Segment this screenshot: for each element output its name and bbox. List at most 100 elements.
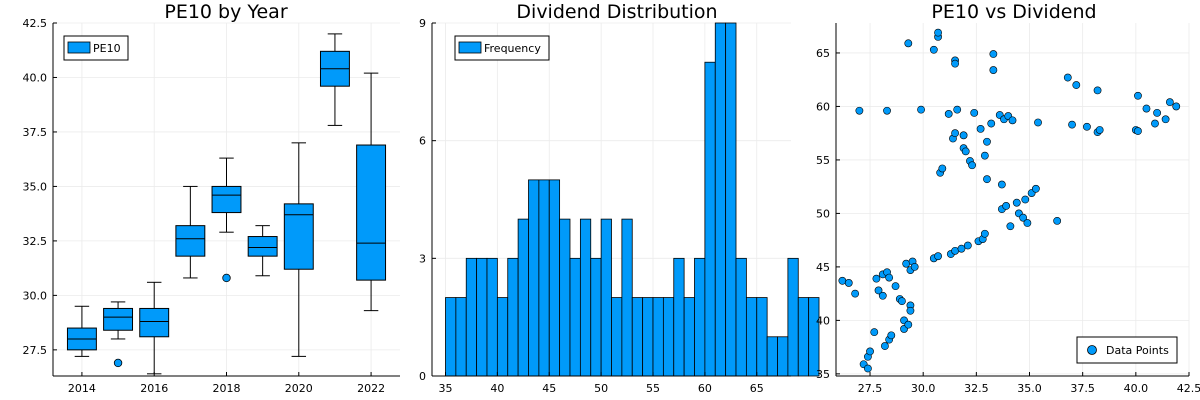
scatter-point [891,282,900,291]
scatter-point [968,161,976,170]
scatter-point [951,59,959,68]
x-tick-label: 32.5 [964,382,989,395]
y-tick-label: 3 [419,252,426,265]
x-tick-label: 2020 [285,382,313,395]
scatter-point [1151,119,1159,128]
scatter-point [980,229,989,238]
scatter-point [1083,122,1091,131]
x-tick-label: 2014 [68,382,96,395]
scatter-point [1002,202,1011,210]
scatter-point [989,66,998,74]
histogram-bar [652,297,664,377]
histogram-bar [590,257,602,377]
scatter-point [951,129,959,138]
histogram-bar [611,297,623,377]
legend-swatch [67,41,91,54]
iqr-box [139,307,170,338]
scatter-point [898,297,906,306]
iqr-box [283,203,314,270]
chart-title: Dividend Distribution [516,1,717,23]
histogram-bar [631,297,644,377]
scatter-point [1072,81,1081,89]
scatter-point [961,147,970,156]
scatter-point [1019,213,1028,222]
x-tick-label: 27.5 [858,382,883,395]
histogram-bar [797,297,810,377]
scatter-point [1142,104,1151,113]
iqr-box [356,144,387,281]
scatter-point [980,151,989,160]
y-tick-label: 32.5 [23,235,48,248]
scatter-point [959,131,968,140]
iqr-box [211,185,242,214]
scatter-point [1172,102,1181,111]
legend-label: Data Points [1106,344,1169,357]
scatter-point [970,108,979,117]
scatter-point [1031,184,1040,193]
histogram-bar [548,179,561,377]
scatter-point [863,364,872,373]
scatter-point [910,262,919,271]
scatter-point [844,279,853,287]
legend: Data Points [1076,336,1178,364]
scatter-point [1095,126,1104,134]
scatter-point [1161,115,1170,124]
scatter-point [872,274,881,283]
scatter-point [976,124,985,133]
x-tick-label: 35 [438,382,452,395]
histogram-bar [777,336,789,377]
pe10-by-year-chart: PE10 by Year 2014 2016 2018 2020 2022 27.5 30.… [23,1,400,395]
box-2022 [356,72,387,312]
scatter-point [1023,219,1032,227]
scatter-point [887,331,896,340]
y-tick-label: 50 [816,207,830,220]
y-tick-label: 9 [419,17,426,30]
iqr-box [247,236,278,257]
scatter-point [851,289,860,298]
x-tick-label: 2022 [357,382,385,395]
x-tick-label: 35.0 [1017,382,1042,395]
scatter-point [1021,195,1030,204]
scatter-point [904,320,913,329]
histogram-bar [642,297,654,377]
y-tick-label: 40.0 [23,71,48,84]
scatter-point [878,291,887,300]
legend: PE10 [63,35,129,61]
scatter-point [987,119,996,128]
histogram-bar [517,218,529,377]
histogram-bar [621,218,633,377]
histogram-bar [683,297,695,377]
histogram-bar [559,218,571,377]
y-tick-label: 27.5 [23,344,48,357]
scatter-point [1006,222,1015,231]
x-tick-label: 55 [646,382,660,395]
box-2018 [211,157,242,283]
histogram-bar [662,297,675,377]
y-tick-label: 30.0 [23,289,48,302]
box-2017 [175,185,206,279]
y-tick-label: 35.0 [23,180,48,193]
y-tick-label: 37.5 [23,126,48,139]
scatter-point [1008,116,1017,125]
histogram-bar [476,257,488,377]
scatter-point [855,106,864,115]
histogram-bar [538,179,550,377]
scatter-point [1063,73,1072,82]
histogram-bar [787,257,799,377]
scatter-point [997,180,1006,189]
scatter-point [881,342,889,350]
x-tick-label: 65 [750,382,764,395]
scatter-point [983,137,991,146]
scatter-point [866,347,874,356]
scatter-point [929,45,938,54]
histogram-bar [579,218,592,377]
histogram-bar [507,257,519,377]
legend-label: Frequency [484,42,541,55]
y-tick-label: 60 [816,100,830,113]
legend-label: PE10 [93,42,121,55]
box-2021 [319,33,350,126]
x-tick-label: 60 [698,382,712,395]
scatter-point [870,328,879,337]
legend-swatch [458,41,482,54]
histogram-bar [714,22,727,377]
